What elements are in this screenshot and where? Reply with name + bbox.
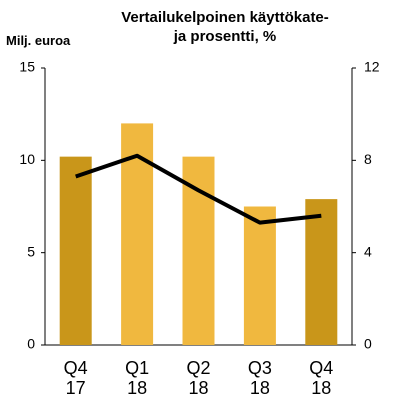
- y2-tick-label: 12: [364, 59, 380, 75]
- x-tick-label: Q4 18: [309, 358, 334, 398]
- bar: [59, 156, 92, 345]
- bar: [182, 156, 215, 345]
- bar: [243, 206, 276, 345]
- x-tick-label: Q4 17: [63, 358, 88, 398]
- chart-title: Vertailukelpoinen käyttökate- ja prosent…: [121, 9, 329, 45]
- x-tick-label: Q3 18: [247, 358, 272, 398]
- y2-tick-label: 0: [364, 336, 372, 352]
- bar: [305, 199, 338, 345]
- y-tick-label: 0: [27, 336, 35, 352]
- line: [75, 153, 322, 225]
- y-tick-label: 10: [19, 151, 35, 167]
- y-axis-label: Milj. euroa: [6, 33, 71, 48]
- y2-tick-label: 4: [364, 243, 372, 259]
- y-tick-label: 15: [19, 59, 35, 75]
- y2-tick-label: 8: [364, 151, 372, 167]
- y-tick-label: 5: [27, 243, 35, 259]
- x-tick-label: Q2 18: [186, 358, 211, 398]
- x-tick-label: Q1 18: [125, 358, 150, 398]
